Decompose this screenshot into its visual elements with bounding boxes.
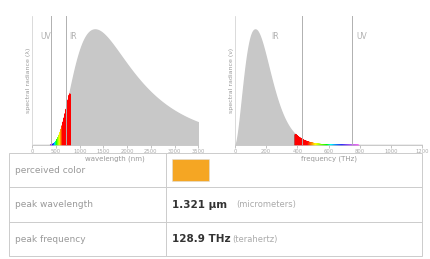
Text: UV: UV	[356, 32, 367, 41]
Y-axis label: spectral radiance (ν): spectral radiance (ν)	[228, 48, 233, 113]
Text: IR: IR	[270, 32, 278, 41]
Text: (micrometers): (micrometers)	[236, 200, 295, 209]
Text: 128.9 THz: 128.9 THz	[172, 234, 230, 244]
Text: peak wavelength: peak wavelength	[15, 200, 92, 209]
Text: (terahertz): (terahertz)	[231, 235, 277, 244]
X-axis label: wavelength (nm): wavelength (nm)	[85, 156, 145, 162]
Text: perceived color: perceived color	[15, 166, 85, 175]
Text: 1.321 μm: 1.321 μm	[172, 200, 227, 210]
Bar	[172, 159, 209, 182]
Text: peak frequency: peak frequency	[15, 235, 85, 244]
Text: UV: UV	[41, 32, 52, 41]
X-axis label: frequency (THz): frequency (THz)	[300, 156, 356, 162]
Text: IR: IR	[69, 32, 76, 41]
Y-axis label: spectral radiance (λ): spectral radiance (λ)	[26, 48, 31, 113]
